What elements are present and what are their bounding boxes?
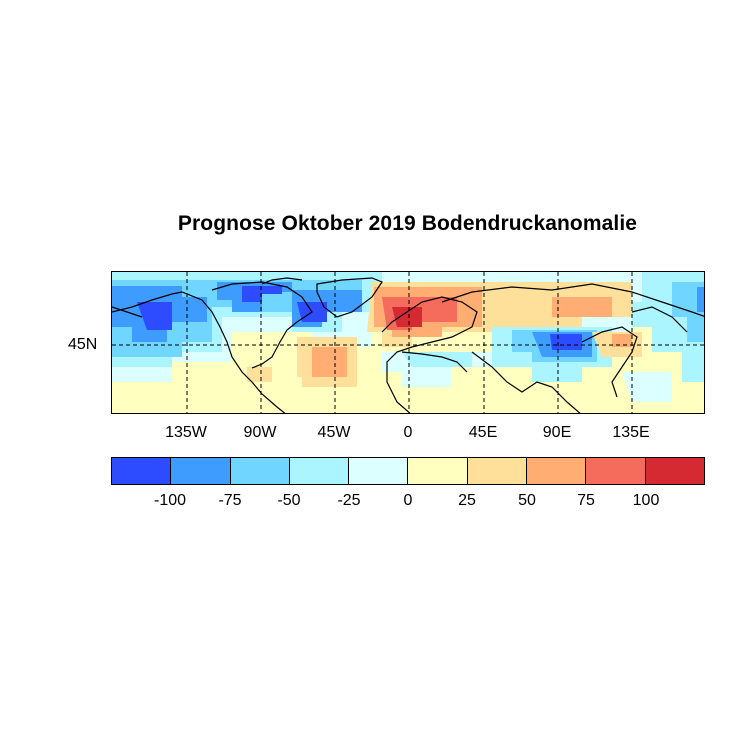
- lon-label-135w: 135W: [165, 424, 207, 441]
- colorbar-label: -25: [337, 492, 361, 509]
- colorbar: [111, 457, 705, 485]
- colorbar-swatch: [289, 458, 350, 484]
- lon-label-45e: 45E: [468, 424, 498, 441]
- lon-label-135e: 135E: [612, 424, 650, 441]
- colorbar-label: 0: [403, 492, 413, 509]
- anomaly-map: [111, 271, 705, 414]
- lat-label-45n: 45N: [68, 336, 98, 353]
- colorbar-swatch: [586, 458, 646, 484]
- colorbar-swatch: [171, 458, 231, 484]
- colorbar-swatch: [527, 458, 587, 484]
- colorbar-label: -100: [153, 492, 187, 509]
- colorbar-swatch: [230, 458, 290, 484]
- colorbar-swatch: [349, 458, 409, 484]
- colorbar-label: 50: [518, 492, 536, 509]
- coastlines: [112, 277, 704, 413]
- colorbar-label: 75: [577, 492, 595, 509]
- chart-title: Prognose Oktober 2019 Bodendruckanomalie: [177, 212, 638, 235]
- colorbar-swatch: [467, 458, 528, 484]
- lon-label-0: 0: [403, 424, 413, 441]
- lon-label-90e: 90E: [542, 424, 572, 441]
- colorbar-label: -75: [218, 492, 242, 509]
- lon-label-45w: 45W: [317, 424, 351, 441]
- colorbar-label: 100: [632, 492, 660, 509]
- colorbar-label: -50: [277, 492, 301, 509]
- lon-label-90w: 90W: [243, 424, 277, 441]
- colorbar-label: 25: [458, 492, 476, 509]
- colorbar-swatch: [645, 458, 704, 484]
- anomaly-field: [112, 272, 704, 413]
- colorbar-swatch: [408, 458, 468, 484]
- colorbar-swatch: [112, 458, 172, 484]
